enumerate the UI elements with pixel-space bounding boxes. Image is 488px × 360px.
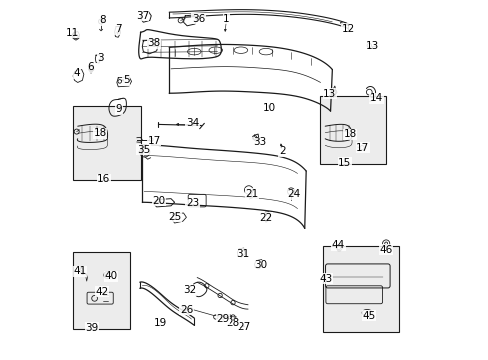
Text: 44: 44 — [331, 240, 345, 250]
Text: 1: 1 — [223, 14, 229, 24]
Bar — [73, 107, 141, 180]
Bar — [319, 96, 386, 164]
Text: 17: 17 — [355, 143, 369, 153]
Text: 2: 2 — [278, 146, 285, 156]
Text: 3: 3 — [97, 53, 103, 63]
Text: 18: 18 — [343, 129, 356, 139]
Bar — [319, 96, 386, 164]
Text: 5: 5 — [122, 75, 129, 85]
Text: 36: 36 — [192, 14, 205, 24]
Text: 8: 8 — [99, 15, 105, 25]
Bar — [73, 107, 141, 180]
Text: 34: 34 — [185, 118, 199, 128]
Text: 10: 10 — [263, 103, 276, 113]
Text: 7: 7 — [115, 24, 122, 35]
Text: 26: 26 — [180, 305, 193, 315]
Text: 9: 9 — [116, 104, 122, 114]
Bar — [323, 246, 398, 332]
Text: 43: 43 — [319, 274, 332, 284]
Text: 46: 46 — [379, 245, 392, 255]
Text: 30: 30 — [254, 260, 266, 270]
Text: 21: 21 — [244, 189, 258, 199]
Text: 4: 4 — [73, 68, 80, 78]
Text: 17: 17 — [147, 136, 161, 145]
Bar — [73, 252, 130, 329]
Text: 27: 27 — [237, 322, 250, 332]
Bar — [323, 246, 398, 332]
Text: 40: 40 — [104, 271, 118, 281]
Text: 15: 15 — [338, 158, 351, 168]
Text: 39: 39 — [85, 323, 99, 333]
Bar — [73, 252, 130, 329]
Text: 20: 20 — [152, 196, 165, 206]
Text: 29: 29 — [216, 314, 229, 324]
Text: 31: 31 — [236, 248, 249, 258]
Text: 23: 23 — [185, 198, 199, 208]
Text: 41: 41 — [74, 266, 87, 276]
Text: 11: 11 — [65, 28, 79, 38]
Text: 6: 6 — [87, 62, 94, 72]
Text: 45: 45 — [362, 311, 375, 320]
Text: 37: 37 — [135, 11, 149, 21]
Text: 42: 42 — [95, 287, 108, 297]
Text: 28: 28 — [226, 319, 239, 328]
Text: 19: 19 — [153, 319, 166, 328]
Text: 32: 32 — [183, 285, 196, 296]
Text: 13: 13 — [365, 41, 378, 50]
Text: 18: 18 — [94, 129, 107, 138]
Text: 38: 38 — [147, 38, 161, 48]
Text: 25: 25 — [167, 212, 181, 221]
Text: 24: 24 — [287, 189, 300, 199]
Text: 12: 12 — [341, 24, 354, 34]
Text: 33: 33 — [252, 138, 265, 147]
Text: 13: 13 — [323, 89, 336, 99]
Text: 35: 35 — [137, 144, 150, 154]
Text: 16: 16 — [97, 174, 110, 184]
Text: 14: 14 — [369, 93, 382, 103]
Text: 22: 22 — [259, 213, 272, 222]
